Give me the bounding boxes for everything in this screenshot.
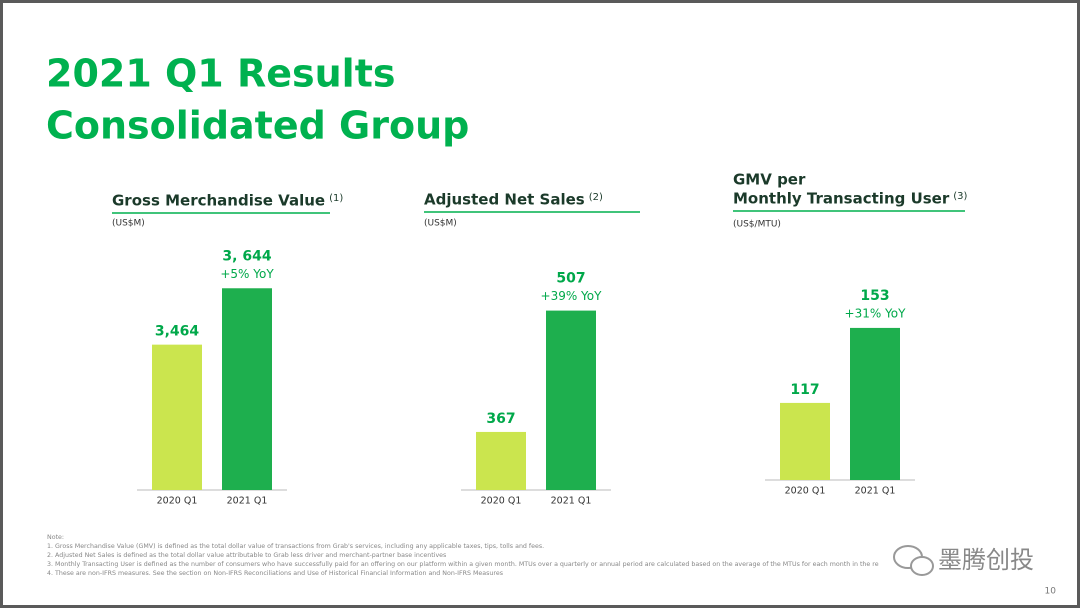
watermark: 墨腾创投 [938, 546, 1034, 574]
bar [222, 288, 272, 490]
bar [476, 431, 526, 490]
slide-background [3, 3, 1077, 605]
footnote: 3. Monthly Transacting User is defined a… [47, 561, 879, 568]
value-label: 3,464 [155, 324, 200, 340]
yoy-annotation: +5% YoY [220, 267, 274, 281]
footnote: 1. Gross Merchandise Value (GMV) is defi… [47, 543, 544, 550]
unit-label: (US$M) [112, 219, 145, 229]
value-label: 117 [790, 382, 819, 398]
yoy-annotation: +31% YoY [845, 306, 907, 320]
value-label: 3, 644 [222, 248, 271, 264]
x-tick-label: 2021 Q1 [855, 486, 896, 497]
bar [780, 402, 830, 480]
x-tick-label: 2020 Q1 [157, 496, 198, 507]
slide-subtitle: Consolidated Group [46, 104, 469, 148]
footnote: 2. Adjusted Net Sales is defined as the … [47, 552, 446, 559]
chart-title: Adjusted Net Sales [424, 191, 585, 209]
title-note: (2) [589, 192, 603, 203]
unit-label: (US$/MTU) [733, 220, 781, 230]
bar [546, 310, 596, 490]
page-number: 10 [1045, 587, 1057, 597]
yoy-annotation: +39% YoY [541, 289, 603, 303]
x-tick-label: 2020 Q1 [481, 496, 522, 507]
value-label: 367 [486, 411, 515, 427]
value-label: 153 [860, 288, 889, 304]
footnote: 4. These are non-IFRS measures. See the … [47, 570, 503, 577]
chart-title: GMV per [733, 171, 806, 189]
watermark-icon [893, 545, 934, 576]
slide-title: 2021 Q1 Results [46, 52, 395, 96]
chart-title: Monthly Transacting User [733, 190, 950, 208]
x-tick-label: 2021 Q1 [551, 496, 592, 507]
bar [850, 327, 900, 480]
unit-label: (US$M) [424, 219, 457, 229]
x-tick-label: 2020 Q1 [785, 486, 826, 497]
chart-title: Gross Merchandise Value [112, 192, 325, 210]
x-tick-label: 2021 Q1 [227, 496, 268, 507]
title-note: (1) [329, 193, 343, 204]
footnote: Note: [47, 534, 64, 541]
value-label: 507 [556, 271, 585, 287]
bar [152, 344, 202, 490]
title-note: (3) [953, 191, 967, 202]
